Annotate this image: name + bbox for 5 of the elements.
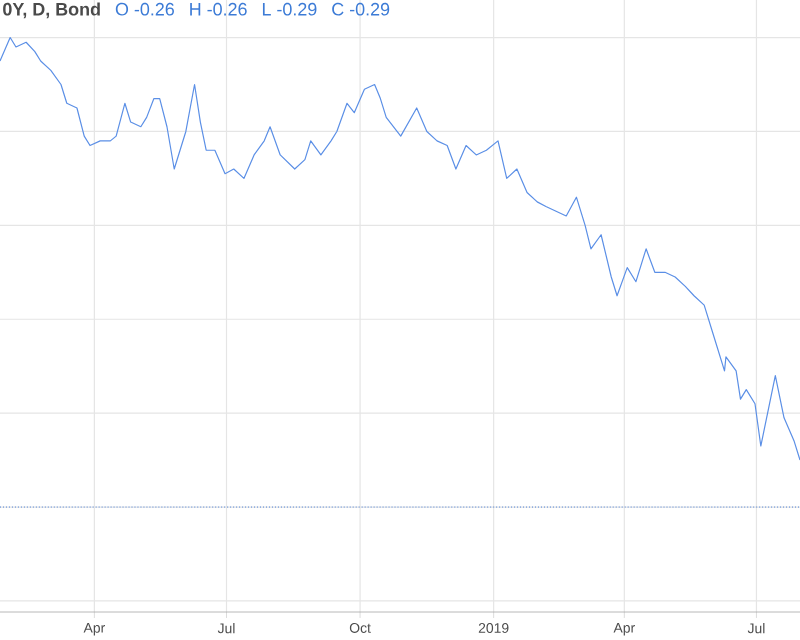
text: L -0.29 bbox=[262, 2, 317, 16]
text: C -0.29 bbox=[332, 2, 390, 16]
chart-title: 0Y, D, Bond bbox=[3, 2, 100, 19]
text: H -0.26 bbox=[190, 2, 247, 16]
text: O -0.26 bbox=[115, 2, 174, 16]
